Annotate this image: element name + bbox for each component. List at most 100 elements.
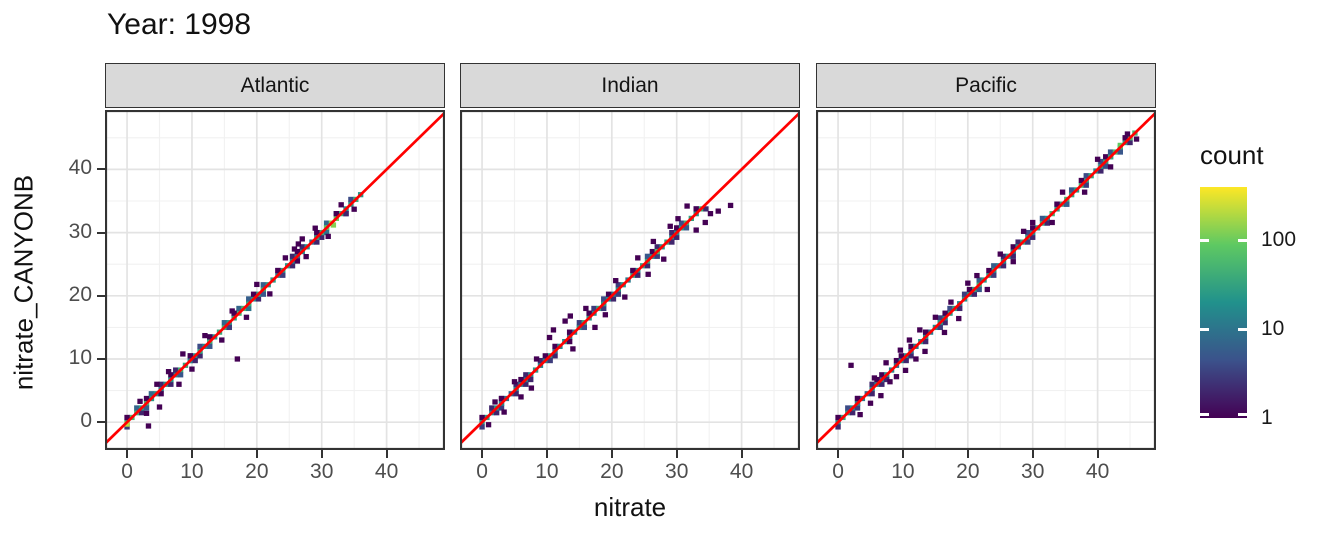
legend-colorbar-wrap: 100 10 1 [1197,187,1342,429]
bin [246,296,252,302]
bin [630,267,636,274]
x-tick-label: 30 [1021,460,1045,483]
bin [479,414,485,421]
x-tick-label: 20 [245,460,269,483]
bin [158,381,164,387]
bin [854,405,861,411]
panel-indian-plot [460,110,800,450]
y-tick-label: 0 [80,409,92,433]
bin [202,332,208,339]
bin [878,393,884,399]
bin [906,337,913,343]
bin [879,381,885,387]
bin [654,244,660,250]
bin [312,225,318,231]
bin [1020,228,1027,234]
bin [615,282,622,288]
bin [635,272,641,278]
bin [707,211,714,217]
bin [1068,187,1075,193]
x-tick [901,450,904,458]
x-tick [966,450,969,458]
bin [197,353,203,359]
bin [207,334,213,340]
bin [602,312,609,318]
bin [137,398,143,404]
bin [314,229,320,236]
bin [893,357,900,364]
bin [908,343,914,349]
bin [303,253,309,260]
bin [168,381,174,387]
bin [976,286,982,293]
bin [667,223,673,229]
bin [669,239,675,245]
bin [849,410,856,416]
bin [684,203,690,209]
bin [902,367,909,373]
bin [871,375,878,381]
x-tick [675,450,678,458]
legend-tick-label: 100 [1261,228,1297,252]
bin [501,409,507,415]
bin [654,253,660,259]
x-tick [1096,450,1099,458]
bin [650,238,657,245]
bin [226,324,232,331]
bin [869,391,875,397]
bin [343,211,349,217]
x-tick-label: 0 [476,460,488,483]
bin [493,410,500,416]
x-tick [255,450,258,458]
bin [922,348,928,355]
panel-border [105,110,445,450]
bin [348,196,354,203]
bin [922,338,929,345]
x-tick-label: 40 [374,460,399,483]
bin [570,346,576,352]
bin [180,351,186,357]
bin [492,399,498,405]
bin [835,424,841,430]
legend-title: count [1200,140,1264,170]
legend-tick [1238,238,1247,242]
bin [243,314,250,320]
bin [601,305,607,312]
bin [974,272,980,279]
bin [219,337,225,343]
bin [869,381,875,387]
bin [523,372,529,378]
panel-border [460,110,800,450]
bin [234,356,241,362]
x-tick-label: 40 [729,460,754,483]
bin [661,256,667,262]
bin [295,241,302,247]
bin [1103,154,1109,160]
bin [615,291,622,297]
bin [644,253,651,259]
plot-title: Year: 1998 [107,8,252,41]
y-axis-title: nitrate_CANYONB [8,174,39,391]
bin [177,372,184,378]
bin [675,216,681,222]
bin [330,222,337,228]
legend-tick [1200,413,1209,417]
bin [546,334,553,341]
bin [236,305,242,312]
bin [158,391,164,397]
x-tick-label: 40 [1085,460,1110,483]
bin [965,280,971,286]
bin [674,234,680,240]
bin [138,410,145,416]
bin [669,229,675,236]
bin [280,272,286,278]
bin [693,227,699,233]
bin [971,291,978,297]
facet-strip-indian: Indian [460,63,800,108]
x-tick [545,450,548,458]
bin [674,225,680,231]
bin [351,206,357,212]
bin [1059,189,1066,195]
bin [229,308,235,314]
bin [255,296,262,302]
